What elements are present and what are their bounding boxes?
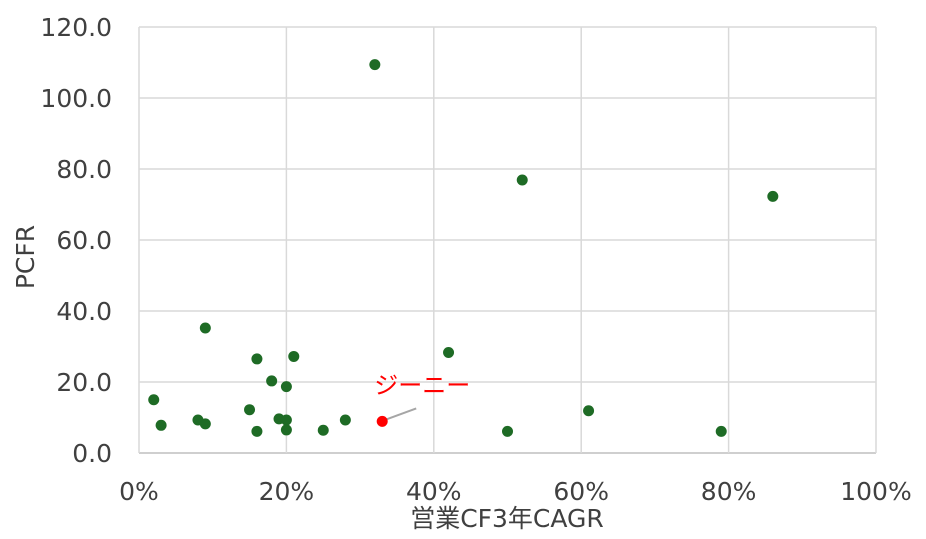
gridlines xyxy=(138,26,877,454)
highlight-label: ジーニー xyxy=(374,371,470,399)
y-tick-label: 80.0 xyxy=(56,155,112,184)
y-tick-label: 20.0 xyxy=(56,368,112,397)
y-tick-label: 100.0 xyxy=(40,84,112,113)
y-tick-label: 40.0 xyxy=(56,297,112,326)
y-tick-label: 60.0 xyxy=(56,226,112,255)
highlight-point xyxy=(376,415,388,427)
y-tick-label: 120.0 xyxy=(40,13,112,42)
x-tick-label: 60% xyxy=(553,477,609,506)
data-points xyxy=(148,59,779,437)
data-point xyxy=(288,350,300,362)
highlight-leader-line xyxy=(385,407,417,421)
x-tick-label: 20% xyxy=(259,477,315,506)
data-point xyxy=(715,425,727,437)
data-point xyxy=(155,419,167,431)
data-point xyxy=(583,405,595,417)
x-tick-label: 40% xyxy=(406,477,462,506)
data-point xyxy=(502,425,513,437)
y-tick-label: 0.0 xyxy=(72,439,112,468)
x-tick-label: 80% xyxy=(701,477,757,506)
data-point xyxy=(443,347,455,359)
y-tick-labels: 0.0 20.0 40.0 60.0 80.0 100.0 120.0 xyxy=(40,13,112,468)
x-tick-label: 0% xyxy=(119,477,159,506)
data-point xyxy=(251,353,263,365)
data-point xyxy=(199,322,211,334)
data-point xyxy=(317,424,329,436)
data-point xyxy=(339,414,351,426)
data-point xyxy=(251,425,263,437)
x-tick-label: 100% xyxy=(840,477,911,506)
data-point xyxy=(280,424,292,436)
x-tick-labels: 0% 20% 40% 60% 80% 100% xyxy=(119,477,912,506)
annotation-layer: ジーニー xyxy=(374,371,470,421)
data-point xyxy=(767,190,779,202)
data-point xyxy=(266,375,278,387)
data-point xyxy=(516,174,528,186)
data-point xyxy=(199,418,211,430)
data-point xyxy=(148,394,160,406)
x-axis-title: 営業CF3年CAGR xyxy=(410,504,604,533)
data-point xyxy=(280,414,292,426)
data-point xyxy=(369,59,381,71)
data-point xyxy=(244,404,256,416)
y-axis-title: PCFR xyxy=(11,225,40,289)
data-point xyxy=(280,381,292,393)
